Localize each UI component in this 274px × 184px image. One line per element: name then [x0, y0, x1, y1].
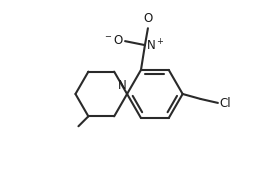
- Text: N: N: [118, 79, 127, 93]
- Text: $\mathregular{{}^-}$O: $\mathregular{{}^-}$O: [103, 34, 124, 47]
- Text: O: O: [143, 12, 153, 25]
- Text: N$\mathregular{{}^+}$: N$\mathregular{{}^+}$: [146, 38, 165, 53]
- Text: Cl: Cl: [219, 97, 230, 110]
